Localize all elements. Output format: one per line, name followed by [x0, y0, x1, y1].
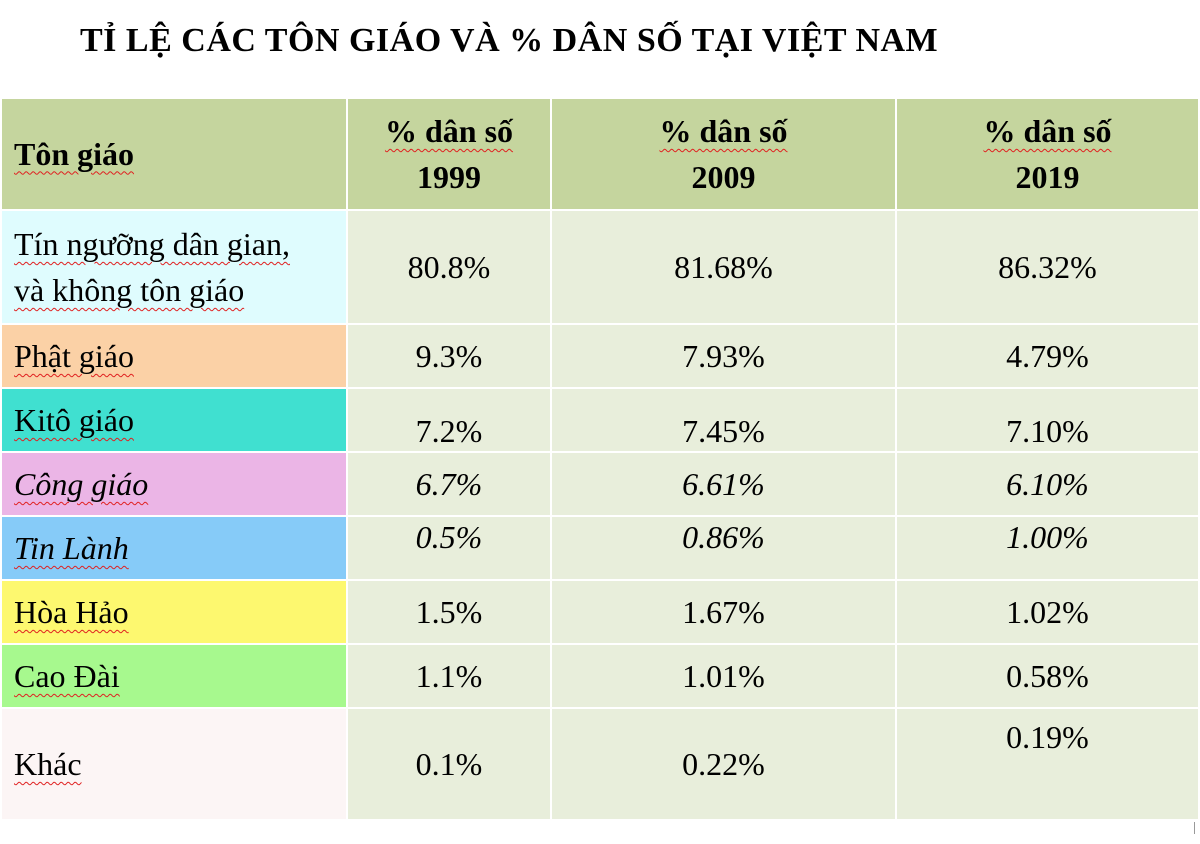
page-title: TỈ LỆ CÁC TÔN GIÁO VÀ % DÂN SỐ TẠI VIỆT …	[80, 22, 939, 59]
value-cell: 1.5%	[346, 579, 552, 645]
value-cell: 0.5%	[346, 515, 552, 581]
table-row: Kitô giáo 7.2% 7.45% 7.10%	[0, 387, 1200, 453]
value-cell: 7.2%	[346, 387, 552, 453]
table-row: Tin Lành 0.5% 0.86% 1.00%	[0, 515, 1200, 581]
table-row: Phật giáo 9.3% 7.93% 4.79%	[0, 323, 1200, 389]
religion-name-catholicism: Công giáo	[0, 451, 348, 517]
value-cell: 1.67%	[550, 579, 897, 645]
value-cell: 80.8%	[346, 209, 552, 325]
table-row: Hòa Hảo 1.5% 1.67% 1.02%	[0, 579, 1200, 645]
value-cell: 0.19%	[895, 707, 1200, 821]
value-cell: 0.58%	[895, 643, 1200, 709]
value-cell: 86.32%	[895, 209, 1200, 325]
value-cell: 0.86%	[550, 515, 897, 581]
value-cell: 7.45%	[550, 387, 897, 453]
value-cell: 7.10%	[895, 387, 1200, 453]
value-cell: 1.01%	[550, 643, 897, 709]
religion-name-cao-dai: Cao Đài	[0, 643, 348, 709]
table-row: Tín ngưỡng dân gian, và không tôn giáo 80…	[0, 209, 1200, 325]
religion-name-hoa-hao: Hòa Hảo	[0, 579, 348, 645]
value-cell: 6.10%	[895, 451, 1200, 517]
religion-name-buddhism: Phật giáo	[0, 323, 348, 389]
table-row: Cao Đài 1.1% 1.01% 0.58%	[0, 643, 1200, 709]
corner-mark	[1194, 822, 1198, 834]
header-2009: % dân số 2009	[550, 97, 897, 211]
religion-name-christianity: Kitô giáo	[0, 387, 348, 453]
table-row: Công giáo 6.7% 6.61% 6.10%	[0, 451, 1200, 517]
religion-name-folk: Tín ngưỡng dân gian, và không tôn giáo	[0, 209, 348, 325]
value-cell: 1.1%	[346, 643, 552, 709]
header-1999: % dân số 1999	[346, 97, 552, 211]
value-cell: 81.68%	[550, 209, 897, 325]
religion-name-other: Khác	[0, 707, 348, 821]
header-religion: Tôn giáo	[0, 97, 348, 211]
value-cell: 6.61%	[550, 451, 897, 517]
religion-name-protestantism: Tin Lành	[0, 515, 348, 581]
religion-table: Tôn giáo % dân số 1999 % dân số 2009 % dân…	[0, 97, 1200, 821]
header-2019: % dân số 2019	[895, 97, 1200, 211]
value-cell: 7.93%	[550, 323, 897, 389]
value-cell: 1.00%	[895, 515, 1200, 581]
value-cell: 0.1%	[346, 707, 552, 821]
value-cell: 1.02%	[895, 579, 1200, 645]
value-cell: 4.79%	[895, 323, 1200, 389]
value-cell: 0.22%	[550, 707, 897, 821]
table-row: Khác 0.1% 0.22% 0.19%	[0, 707, 1200, 821]
header-row: Tôn giáo % dân số 1999 % dân số 2009 % dân…	[0, 97, 1200, 211]
value-cell: 6.7%	[346, 451, 552, 517]
value-cell: 9.3%	[346, 323, 552, 389]
